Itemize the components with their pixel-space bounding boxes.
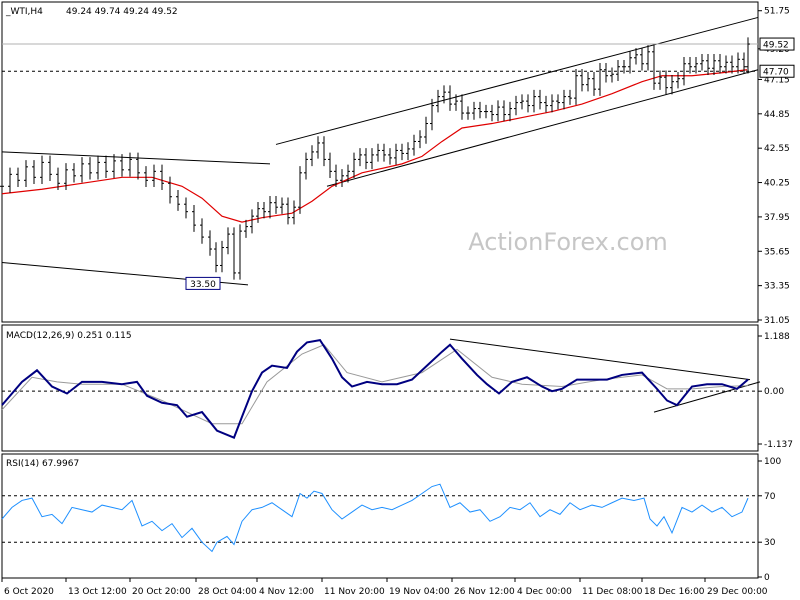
x-tick-label: 20 Oct 20:00 xyxy=(132,587,191,597)
last-price-label: 49.52 xyxy=(763,41,789,51)
price-channel-lines xyxy=(1,16,759,286)
rsi-line xyxy=(1,483,749,553)
moving-average-path xyxy=(1,69,748,223)
price-y-tick-label: 51.75 xyxy=(764,7,790,17)
x-tick-label: 6 Oct 2020 xyxy=(4,587,54,597)
time-x-axis: 6 Oct 2020 13 Oct 12:00 20 Oct 20:00 28 Oct… xyxy=(1,578,768,597)
rsi-series-line xyxy=(1,483,749,553)
rsi-y-axis: 100 70 30 0 xyxy=(758,457,781,583)
price-y-tick-label: 47.15 xyxy=(764,75,790,85)
price-y-tick-label: 33.35 xyxy=(764,282,790,292)
price-y-tick-label: 31.05 xyxy=(764,316,790,326)
macd-label: MACD(12,26,9) 0.251 0.115 xyxy=(6,331,132,341)
price-ohlc-label: 49.24 49.74 49.24 49.52 xyxy=(66,7,178,17)
x-tick-label: 18 Dec 16:00 xyxy=(644,587,705,597)
macd-y-axis: 1.188 0.00 -1.137 xyxy=(758,332,793,450)
channel-line xyxy=(1,151,271,165)
channel-line xyxy=(275,16,759,145)
x-tick-label: 4 Nov 12:00 xyxy=(259,587,314,597)
low-annotation-box xyxy=(185,276,221,290)
macd-trendline xyxy=(653,381,761,413)
price-y-axis: 51.7549.2047.1544.8542.5540.2537.9535.65… xyxy=(758,7,790,326)
x-tick-label: 4 Dec 00:00 xyxy=(517,587,572,597)
price-y-tick-label: 40.25 xyxy=(764,179,790,189)
low-annotation: 33.50 xyxy=(185,276,221,290)
x-tick-label: 11 Dec 08:00 xyxy=(582,587,643,597)
rsi-reference-lines xyxy=(2,495,758,543)
level-label: 47.70 xyxy=(763,68,789,78)
macd-y-tick-label: -1.137 xyxy=(764,440,793,450)
macd-trendlines xyxy=(449,338,761,413)
channel-line xyxy=(326,69,759,187)
price-level-lines xyxy=(2,43,758,72)
rsi-label: RSI(14) 67.9967 xyxy=(6,459,79,469)
price-symbol-label: _WTI,H4 xyxy=(5,7,43,17)
rsi-y-tick-label: 100 xyxy=(764,457,781,467)
watermark-text: ActionForex.com xyxy=(468,228,668,256)
x-tick-label: 19 Nov 04:00 xyxy=(389,587,450,597)
moving-average-line xyxy=(1,69,748,223)
last-price-tag: 49.52 xyxy=(759,37,795,51)
macd-trendline xyxy=(449,338,751,381)
price-y-tick-label: 37.95 xyxy=(764,213,790,223)
rsi-y-tick-label: 0 xyxy=(764,573,770,583)
x-tick-label: 11 Nov 20:00 xyxy=(324,587,385,597)
low-annotation-label: 33.50 xyxy=(190,280,216,290)
rsi-y-tick-label: 70 xyxy=(764,492,776,502)
macd-y-tick-label: 1.188 xyxy=(764,332,790,342)
price-y-tick-label: 35.65 xyxy=(764,247,790,257)
level-box xyxy=(759,64,795,78)
last-price-box xyxy=(759,37,795,51)
macd-panel-frame xyxy=(1,324,759,452)
price-y-tick-label: 42.55 xyxy=(764,144,790,154)
macd-macd-line xyxy=(1,338,749,439)
price-panel-frame xyxy=(1,1,759,323)
macd-lines xyxy=(1,338,749,439)
rsi-panel-frame xyxy=(1,453,759,579)
price-bars xyxy=(0,37,750,280)
price-y-tick-label: 44.85 xyxy=(764,110,790,120)
x-tick-label: 13 Oct 12:00 xyxy=(68,587,127,597)
level-tag: 47.70 xyxy=(759,64,795,78)
x-tick-label: 26 Nov 12:00 xyxy=(454,587,515,597)
rsi-y-tick-label: 30 xyxy=(764,538,776,548)
macd-y-tick-label: 0.00 xyxy=(764,387,784,397)
x-tick-label: 29 Dec 00:00 xyxy=(707,587,768,597)
x-tick-label: 28 Oct 04:00 xyxy=(198,587,257,597)
